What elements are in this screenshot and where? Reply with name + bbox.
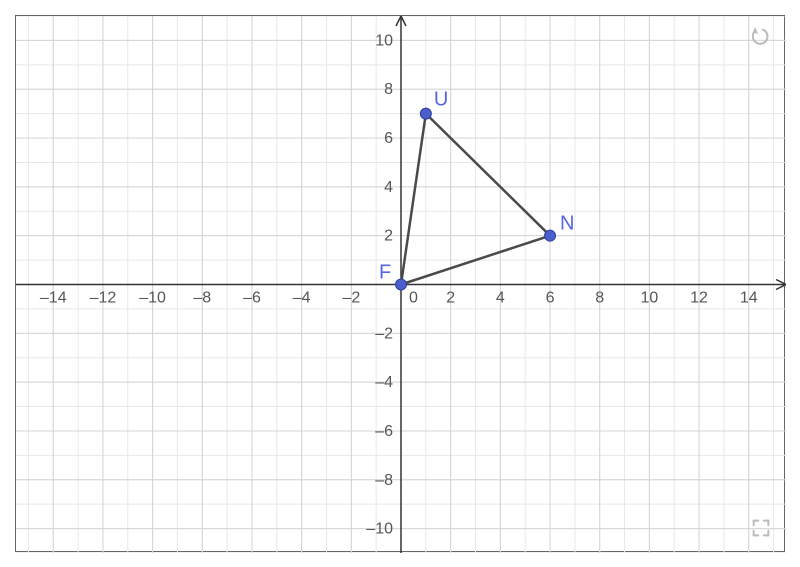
reset-button[interactable] — [747, 21, 779, 53]
x-tick-label: 4 — [496, 290, 505, 307]
coordinate-plane[interactable]: –14 –12 –10 –8 –6 –4 –2 0 2 4 6 8 10 12 14 –10 –8 –6 –4 –2 2… — [16, 16, 786, 553]
x-tick-label: 8 — [595, 290, 604, 307]
x-tick-label: –2 — [342, 290, 360, 307]
x-tick-label: –10 — [139, 290, 166, 307]
x-tick-label: –12 — [90, 290, 117, 307]
x-tick-label: –14 — [40, 290, 67, 307]
x-tick-label: 2 — [446, 290, 455, 307]
point-label-f: F — [379, 262, 391, 284]
x-tick-label: 0 — [409, 290, 418, 307]
y-tick-label: –4 — [375, 374, 393, 391]
point-n[interactable] — [545, 230, 556, 241]
y-tick-label: –2 — [375, 325, 393, 342]
point-label-u: U — [434, 89, 448, 111]
plot-frame: –14 –12 –10 –8 –6 –4 –2 0 2 4 6 8 10 12 14 –10 –8 –6 –4 –2 2… — [15, 15, 785, 552]
x-tick-label: 14 — [740, 290, 758, 307]
fullscreen-icon — [750, 517, 772, 539]
y-tick-label: 2 — [384, 228, 393, 245]
x-tick-label: –6 — [243, 290, 261, 307]
y-tick-label: –6 — [375, 423, 393, 440]
x-tick-label: –8 — [193, 290, 211, 307]
reset-icon — [752, 26, 774, 48]
y-tick-label: 4 — [384, 179, 393, 196]
y-tick-label: –10 — [366, 521, 393, 538]
point-u[interactable] — [420, 108, 431, 119]
y-tick-label: 8 — [384, 81, 393, 98]
y-tick-label: –8 — [375, 472, 393, 489]
x-tick-label: 10 — [640, 290, 658, 307]
point-label-n: N — [560, 213, 574, 235]
x-tick-label: 6 — [546, 290, 555, 307]
x-tick-label: –4 — [293, 290, 311, 307]
x-tick-label: 12 — [690, 290, 708, 307]
y-tick-label: 6 — [384, 130, 393, 147]
fullscreen-button[interactable] — [745, 512, 777, 544]
point-f[interactable] — [396, 279, 407, 290]
y-tick-label: 10 — [375, 32, 393, 49]
